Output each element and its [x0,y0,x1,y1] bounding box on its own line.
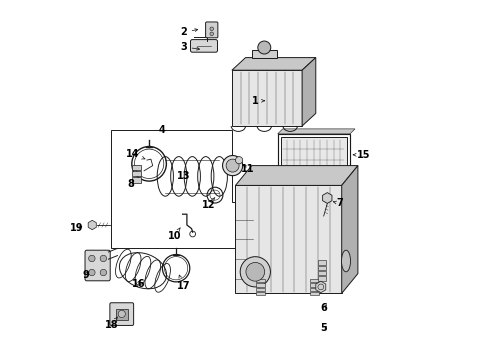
Circle shape [240,257,270,287]
Text: 3: 3 [180,42,199,52]
Text: 9: 9 [82,270,89,280]
Text: 5: 5 [320,323,326,333]
Bar [277,134,349,186]
Circle shape [100,269,106,276]
Circle shape [257,41,270,54]
Bar [318,260,325,265]
Polygon shape [231,70,302,126]
Text: 2: 2 [180,27,197,37]
Bar [318,271,325,275]
Text: 1: 1 [251,96,264,106]
Polygon shape [277,129,354,134]
Bar [310,279,318,282]
FancyBboxPatch shape [190,40,217,52]
Bar [310,288,318,291]
Polygon shape [302,58,315,126]
Bar [115,309,127,320]
Bar [280,137,346,184]
Bar [132,165,141,170]
FancyBboxPatch shape [85,250,110,281]
Bar [256,283,264,287]
Text: 8: 8 [127,179,134,189]
Ellipse shape [341,250,350,272]
FancyBboxPatch shape [110,303,133,325]
Text: 14: 14 [126,149,145,159]
Circle shape [118,310,125,318]
Circle shape [245,262,264,281]
Text: 7: 7 [333,198,343,208]
Bar [310,283,318,287]
Circle shape [88,255,95,262]
Text: 12: 12 [202,197,215,210]
Text: 11: 11 [241,164,254,174]
Polygon shape [235,185,341,293]
Bar [132,171,141,176]
Bar [132,177,141,183]
Text: 4: 4 [158,125,165,135]
Text: 18: 18 [104,317,118,330]
Text: 10: 10 [167,228,181,241]
Circle shape [225,159,239,172]
Text: 16: 16 [131,279,145,289]
Circle shape [100,255,106,262]
Bar [256,288,264,291]
Circle shape [209,32,213,36]
Text: 6: 6 [320,303,326,313]
Text: 17: 17 [176,275,190,291]
Circle shape [88,269,95,276]
Circle shape [222,156,242,176]
Text: 13: 13 [176,171,190,181]
Bar [256,279,264,282]
FancyBboxPatch shape [205,22,218,38]
Circle shape [235,157,242,164]
Bar [310,292,318,295]
Text: 19: 19 [70,222,83,233]
Text: 15: 15 [352,150,369,160]
Polygon shape [231,58,315,70]
Bar [318,266,325,270]
Bar [318,276,325,281]
Circle shape [209,27,213,31]
Bar [251,50,276,58]
Bar [256,292,264,295]
Polygon shape [235,166,357,185]
Polygon shape [341,166,357,293]
